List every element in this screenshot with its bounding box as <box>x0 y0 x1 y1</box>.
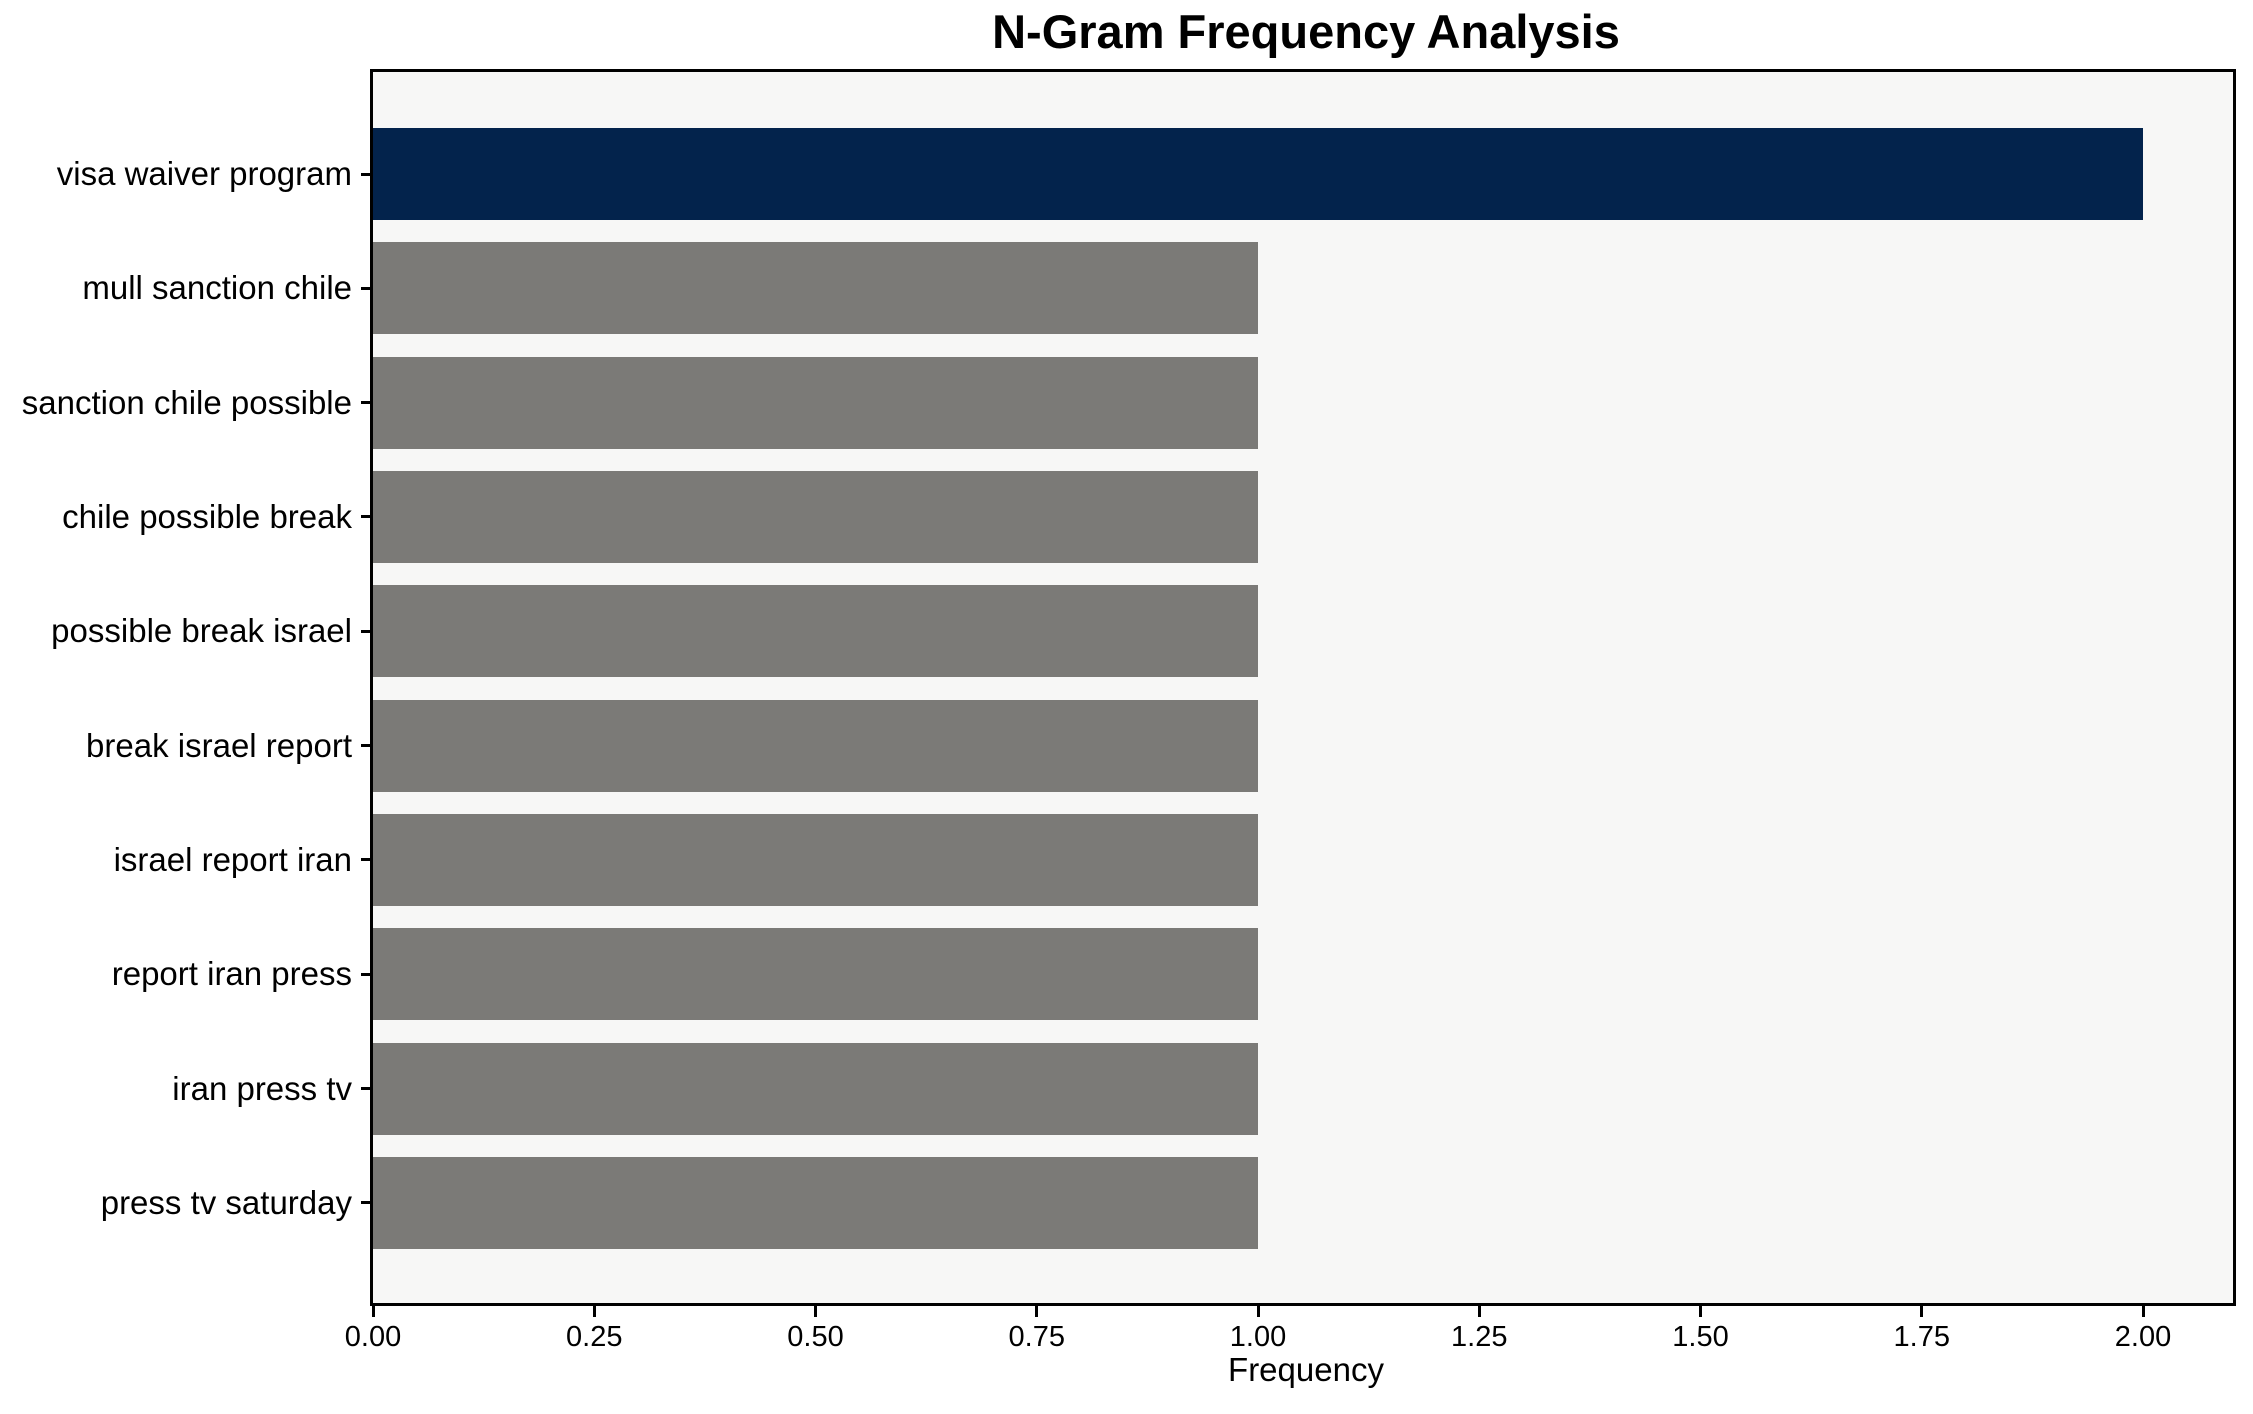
y-tick-label-possible-break-israel: possible break israel <box>51 612 352 650</box>
bar-possible-break-israel <box>373 585 1258 678</box>
bar-visa-waiver-program <box>373 128 2143 220</box>
x-tick-label-0.50: 0.50 <box>787 1321 844 1353</box>
y-tick-label-visa-waiver-program: visa waiver program <box>56 155 352 192</box>
x-tick-mark <box>592 1306 596 1317</box>
x-tick-mark <box>1477 1306 1481 1317</box>
x-tick-mark <box>1256 1306 1260 1317</box>
x-tick-label-1.75: 1.75 <box>1893 1321 1950 1353</box>
y-tick-mark <box>361 629 373 633</box>
x-tick-mark <box>371 1306 375 1317</box>
y-tick-label-chile-possible-break: chile possible break <box>62 497 352 535</box>
bar-press-tv-saturday <box>373 1156 1258 1249</box>
x-tick-label-1.50: 1.50 <box>1672 1321 1729 1353</box>
y-tick-mark <box>361 744 373 748</box>
x-tick-label-0.25: 0.25 <box>566 1321 623 1353</box>
x-tick-mark <box>1920 1306 1924 1317</box>
bar-israel-report-iran <box>373 813 1258 906</box>
bar-iran-press-tv <box>373 1042 1258 1135</box>
x-tick-label-0.75: 0.75 <box>1008 1321 1065 1353</box>
y-tick-label-mull-sanction-chile: mull sanction chile <box>82 269 352 307</box>
x-tick-label-1.00: 1.00 <box>1229 1321 1287 1353</box>
y-tick-label-press-tv-saturday: press tv saturday <box>100 1183 352 1221</box>
x-tick-label-0.00: 0.00 <box>344 1321 402 1353</box>
y-tick-mark <box>361 172 373 176</box>
x-tick-label-2.00: 2.00 <box>2114 1321 2172 1353</box>
x-tick-mark <box>1699 1306 1702 1317</box>
x-tick-label-1.25: 1.25 <box>1451 1321 1508 1353</box>
bar-chile-possible-break <box>373 470 1258 563</box>
y-tick-mark <box>361 401 373 405</box>
y-tick-mark <box>361 515 373 519</box>
y-tick-mark <box>361 858 373 862</box>
bar-report-iran-press <box>373 928 1258 1021</box>
y-tick-mark <box>361 972 373 976</box>
plot-area <box>370 69 2236 1306</box>
bar-break-israel-report <box>373 699 1258 792</box>
x-tick-mark <box>814 1306 817 1317</box>
y-tick-mark <box>361 286 373 290</box>
bar-sanction-chile-possible <box>373 356 1258 449</box>
y-tick-label-israel-report-iran: israel report iran <box>113 840 352 878</box>
x-tick-mark <box>1035 1306 1039 1317</box>
y-tick-mark <box>361 1201 373 1205</box>
bar-mull-sanction-chile <box>373 242 1258 335</box>
chart-title: N-Gram Frequency Analysis <box>992 5 1620 58</box>
y-tick-label-break-israel-report: break israel report <box>86 726 352 764</box>
y-tick-mark <box>361 1087 373 1091</box>
y-tick-label-iran-press-tv: iran press tv <box>172 1069 352 1107</box>
y-tick-label-sanction-chile-possible: sanction chile possible <box>21 383 352 421</box>
x-axis-label: Frequency <box>1228 1351 1384 1388</box>
y-tick-label-report-iran-press: report iran press <box>111 955 352 993</box>
x-tick-mark <box>2141 1306 2145 1317</box>
